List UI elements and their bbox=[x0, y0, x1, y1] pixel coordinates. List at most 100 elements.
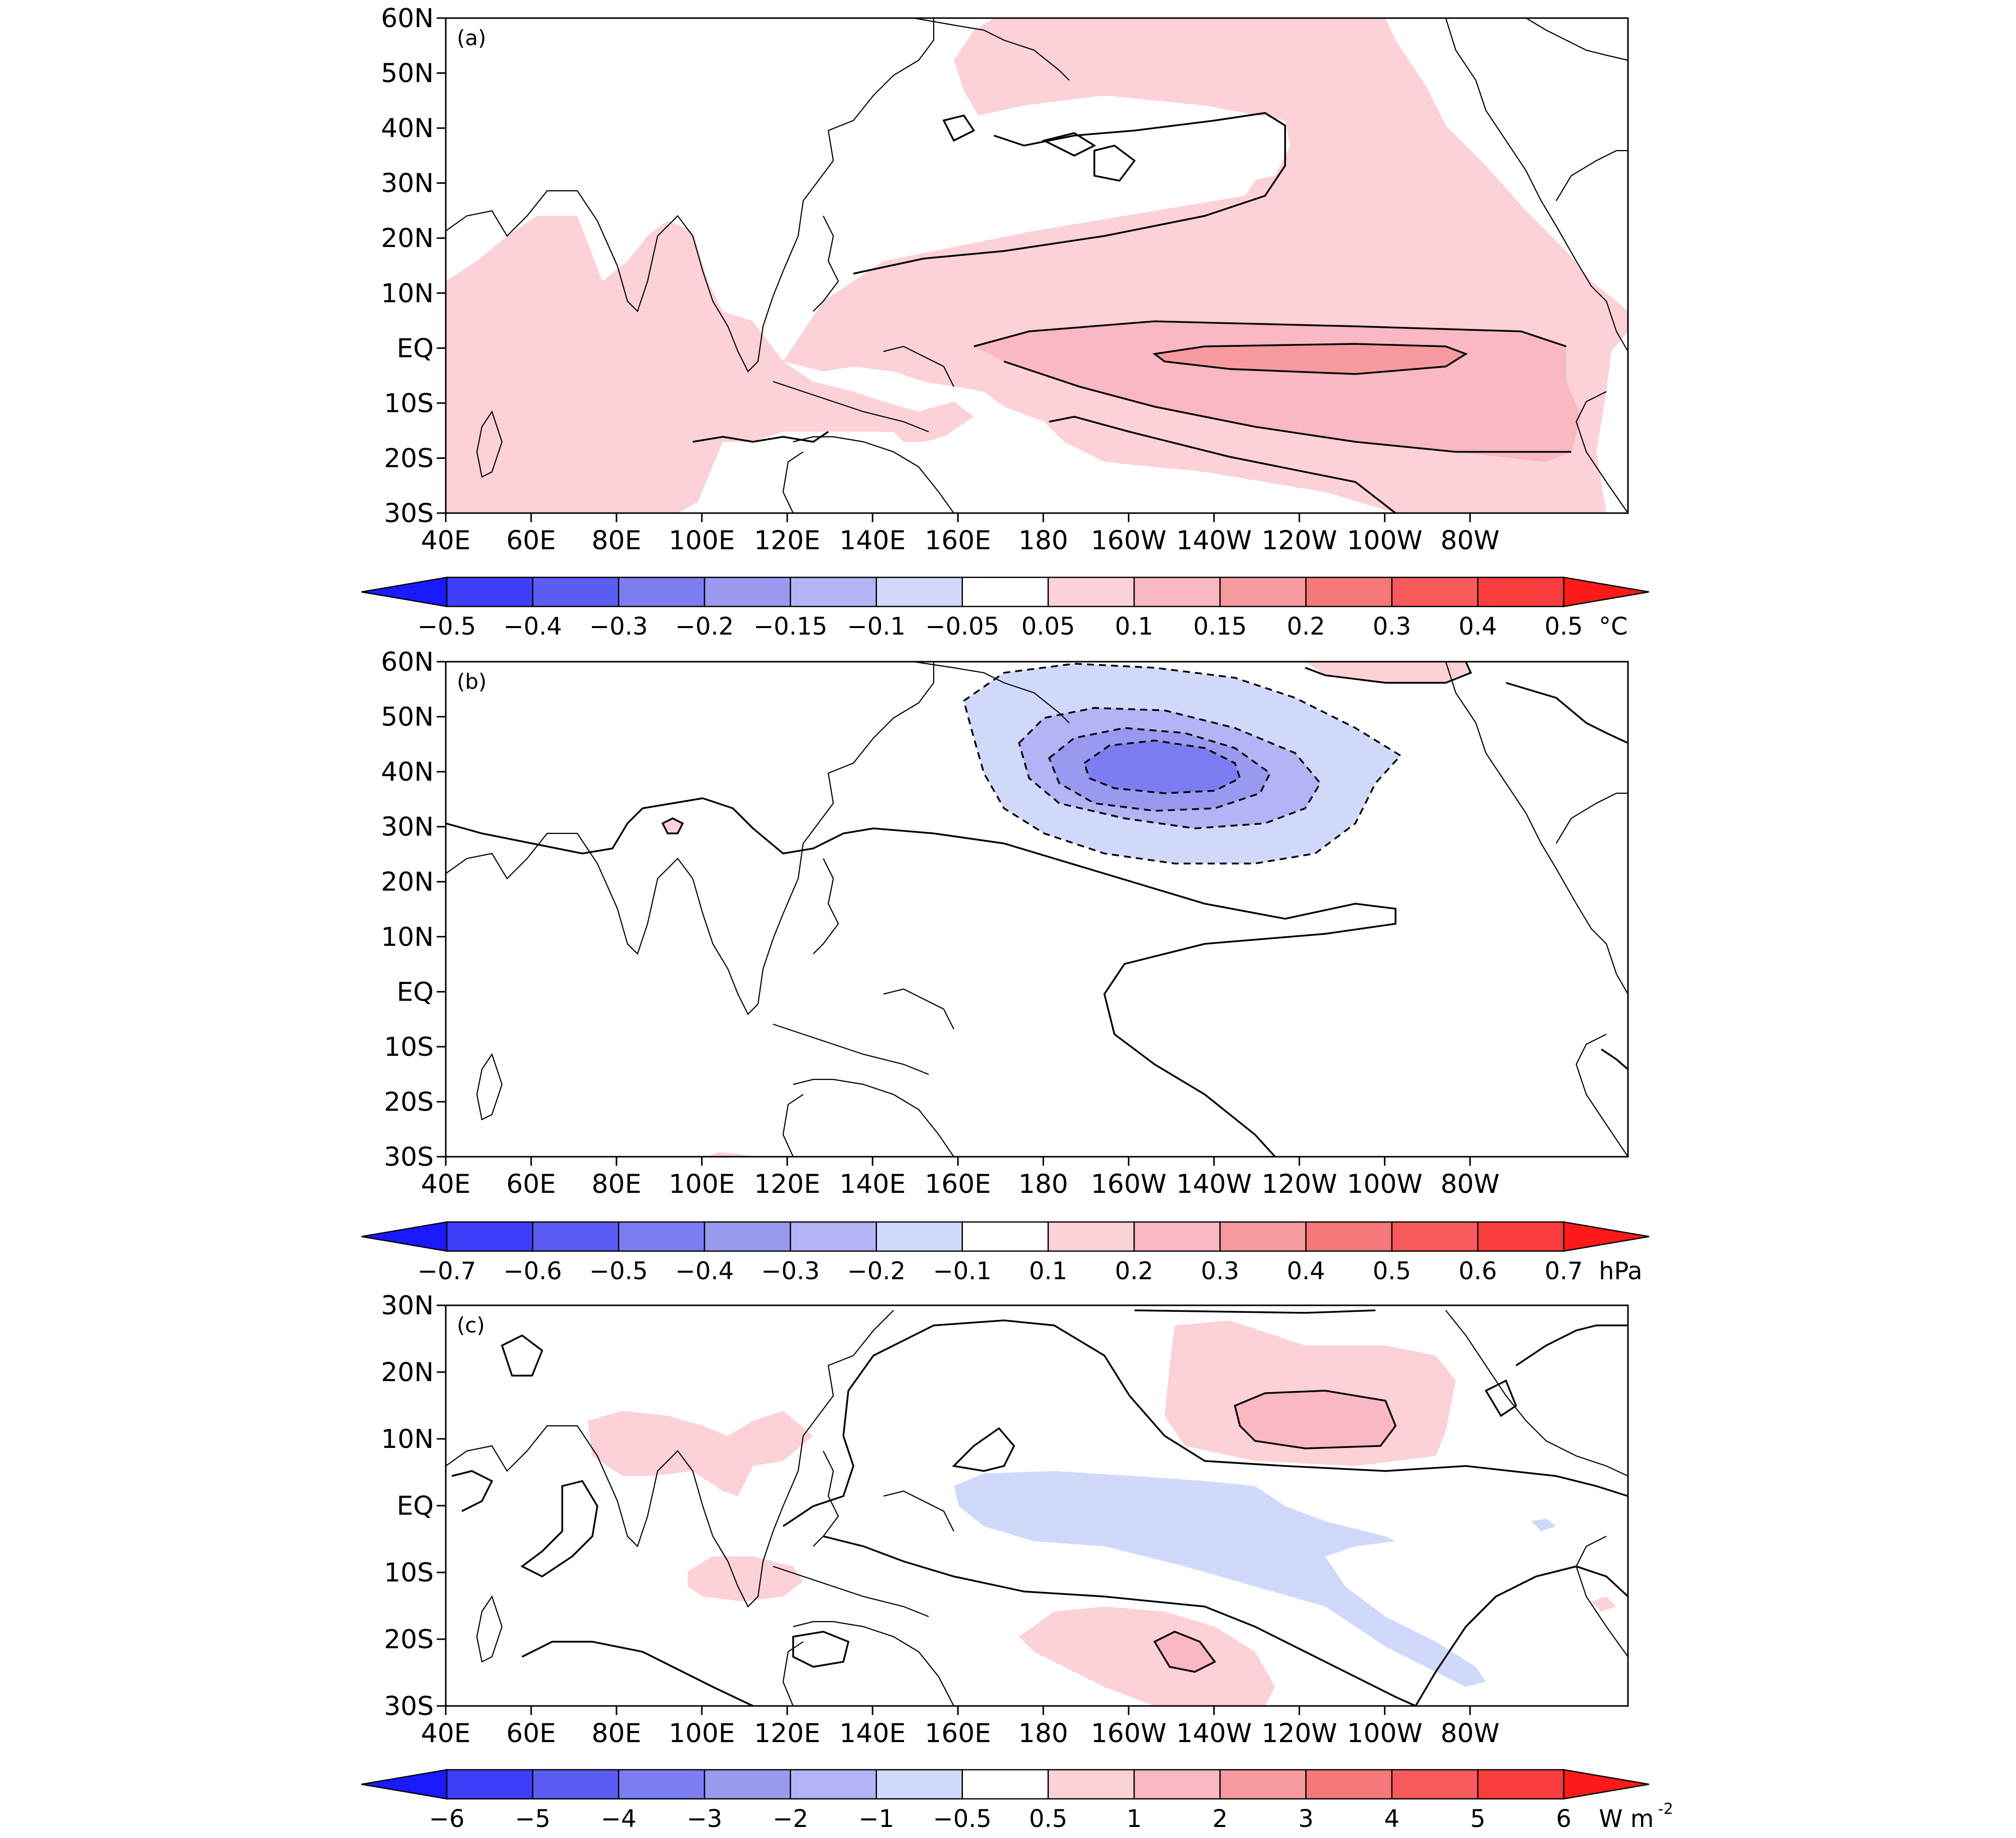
x-tick-label: 100W bbox=[1347, 1169, 1423, 1199]
colorbar-label: 4 bbox=[1384, 1805, 1400, 1833]
colorbar-label: −4 bbox=[601, 1805, 637, 1833]
x-tick-label: 120E bbox=[754, 526, 820, 556]
colorbar-label: −0.3 bbox=[761, 1257, 820, 1285]
colorbar-arrow-low bbox=[361, 576, 448, 607]
colorbar-label: 0.2 bbox=[1115, 1257, 1153, 1285]
colorbar-bin bbox=[875, 576, 963, 607]
colorbar-label: −0.2 bbox=[675, 612, 734, 641]
colorbar-a: −0.5 −0.4 −0.3 −0.2 −0.15 −0.1 −0.05 0.05 0.1 0.1… bbox=[361, 576, 1650, 641]
map-b: (b) bbox=[445, 661, 1629, 1158]
colorbar-label: 2 bbox=[1212, 1805, 1228, 1833]
x-tick-label: 160E bbox=[925, 526, 991, 556]
y-tick-label: 10N bbox=[381, 279, 434, 309]
y-tick-label: 30S bbox=[384, 1691, 434, 1722]
y-tick-label: 10N bbox=[381, 1424, 434, 1454]
colorbar-bin bbox=[1391, 576, 1479, 607]
x-tick-label: 180 bbox=[1019, 1169, 1068, 1199]
colorbar-label: 3 bbox=[1298, 1805, 1314, 1833]
colorbar-arrow-low bbox=[361, 1221, 448, 1252]
colorbar-bin bbox=[1305, 1769, 1393, 1800]
x-tick-label: 180 bbox=[1019, 526, 1068, 556]
flux-negative-east bbox=[1531, 1519, 1556, 1531]
colorbar-label: 0.2 bbox=[1287, 612, 1325, 641]
x-tick-label: 120W bbox=[1262, 1719, 1337, 1749]
colorbar-bin bbox=[1219, 1769, 1307, 1800]
y-tick-label: 40N bbox=[381, 757, 434, 787]
colorbar-label: 0.5 bbox=[1029, 1805, 1067, 1833]
colorbar-label: 0.5 bbox=[1373, 1257, 1411, 1285]
colorbar-bin bbox=[875, 1221, 963, 1252]
x-tick-label: 80E bbox=[592, 526, 642, 556]
colorbar-label: 0.1 bbox=[1115, 612, 1153, 641]
x-tick-label: 40E bbox=[421, 1169, 470, 1199]
colorbar-label: 5 bbox=[1470, 1805, 1486, 1833]
colorbar-label: 0.3 bbox=[1373, 612, 1411, 641]
flux-positive-core-np bbox=[1235, 1391, 1396, 1448]
x-tick-label: 160W bbox=[1091, 526, 1167, 556]
x-tick-label: 160W bbox=[1091, 1169, 1167, 1199]
colorbar-c: −6 −5 −4 −3 −2 −1 −0.5 0.5 1 2 3 4 5 6 W m -2 bbox=[361, 1769, 1673, 1833]
map-a: (a) bbox=[445, 17, 1629, 514]
slp-positive-asia bbox=[663, 818, 683, 833]
colorbar-bin bbox=[446, 1769, 534, 1800]
colorbar-arrow-high bbox=[1563, 1221, 1650, 1252]
colorbar-b: −0.7 −0.6 −0.5 −0.4 −0.3 −0.2 −0.1 0.1 0.2 0.3 0.4… bbox=[361, 1221, 1650, 1285]
colorbar-bin bbox=[1133, 1221, 1221, 1252]
panel-label-b: (b) bbox=[457, 669, 486, 694]
x-tick-label: 120E bbox=[754, 1719, 820, 1749]
x-tick-label: 140W bbox=[1176, 526, 1252, 556]
x-tick-label: 140W bbox=[1176, 1719, 1252, 1749]
y-tick-label: 10S bbox=[384, 389, 434, 419]
y-tick-label: 20N bbox=[381, 1358, 434, 1388]
colorbar-bin bbox=[618, 1769, 705, 1800]
y-tick-label: 40N bbox=[381, 113, 434, 144]
colorbar-label: 0.1 bbox=[1029, 1257, 1067, 1285]
colorbar-bin bbox=[618, 576, 705, 607]
y-tick-label: 20N bbox=[381, 867, 434, 897]
coastlines-a bbox=[445, 17, 1628, 514]
x-tick-label: 140E bbox=[839, 526, 906, 556]
colorbar-label: 6 bbox=[1556, 1805, 1572, 1833]
x-ticks-c: 40E 60E 80E 100E 120E 140E 160E 180 160W 140W 120W… bbox=[421, 1706, 1499, 1749]
colorbar-bin bbox=[1219, 576, 1307, 607]
colorbar-label: 0.5 bbox=[1545, 612, 1583, 641]
y-tick-label: 20S bbox=[384, 1087, 434, 1117]
colorbar-bin bbox=[1477, 1221, 1565, 1252]
colorbar-label: −0.5 bbox=[589, 1257, 648, 1285]
x-tick-label: 60E bbox=[507, 526, 556, 556]
colorbar-label: −0.5 bbox=[418, 612, 476, 641]
shading-indian-ocean bbox=[446, 216, 974, 513]
colorbar-label: −0.5 bbox=[933, 1805, 992, 1833]
x-tick-label: 160E bbox=[925, 1719, 991, 1749]
colorbar-bin bbox=[1133, 576, 1221, 607]
colorbar-label: −0.3 bbox=[589, 612, 648, 641]
y-tick-label: 10N bbox=[381, 922, 434, 952]
colorbar-label: −0.4 bbox=[503, 612, 562, 641]
panel-b: (b) 60N 50N 40N 30N 20N 10N EQ 10S 20S 30S 40E 60E… bbox=[361, 647, 1650, 1285]
colorbar-bin bbox=[1047, 1221, 1135, 1252]
colorbar-label: 0.4 bbox=[1287, 1257, 1325, 1285]
x-tick-label: 140E bbox=[839, 1719, 906, 1749]
colorbar-unit: °C bbox=[1599, 612, 1628, 641]
y-tick-label: 30N bbox=[381, 169, 434, 199]
colorbar-bin bbox=[618, 1221, 705, 1252]
colorbar-bin bbox=[704, 1221, 791, 1252]
colorbar-bin bbox=[446, 576, 534, 607]
y-tick-label: 50N bbox=[381, 702, 434, 732]
x-tick-label: 120W bbox=[1262, 526, 1337, 556]
y-tick-label: 30N bbox=[381, 812, 434, 842]
x-tick-label: 80W bbox=[1441, 1169, 1500, 1199]
flux-positive-sa bbox=[1591, 1597, 1616, 1612]
x-tick-label: 120W bbox=[1262, 1169, 1337, 1199]
colorbar-label: −2 bbox=[773, 1805, 808, 1833]
y-tick-label: 30S bbox=[384, 1142, 434, 1172]
colorbar-arrow-low bbox=[361, 1769, 448, 1800]
contours-b bbox=[445, 661, 1629, 1158]
x-tick-label: 80E bbox=[592, 1169, 642, 1199]
colorbar-bin bbox=[961, 1221, 1049, 1252]
shading-north-pacific-white bbox=[934, 95, 1290, 241]
colorbar-arrow-high bbox=[1563, 1769, 1650, 1800]
colorbar-bin bbox=[1047, 576, 1135, 607]
colorbar-label: 0.4 bbox=[1459, 612, 1497, 641]
y-tick-label: 30N bbox=[381, 1291, 434, 1321]
